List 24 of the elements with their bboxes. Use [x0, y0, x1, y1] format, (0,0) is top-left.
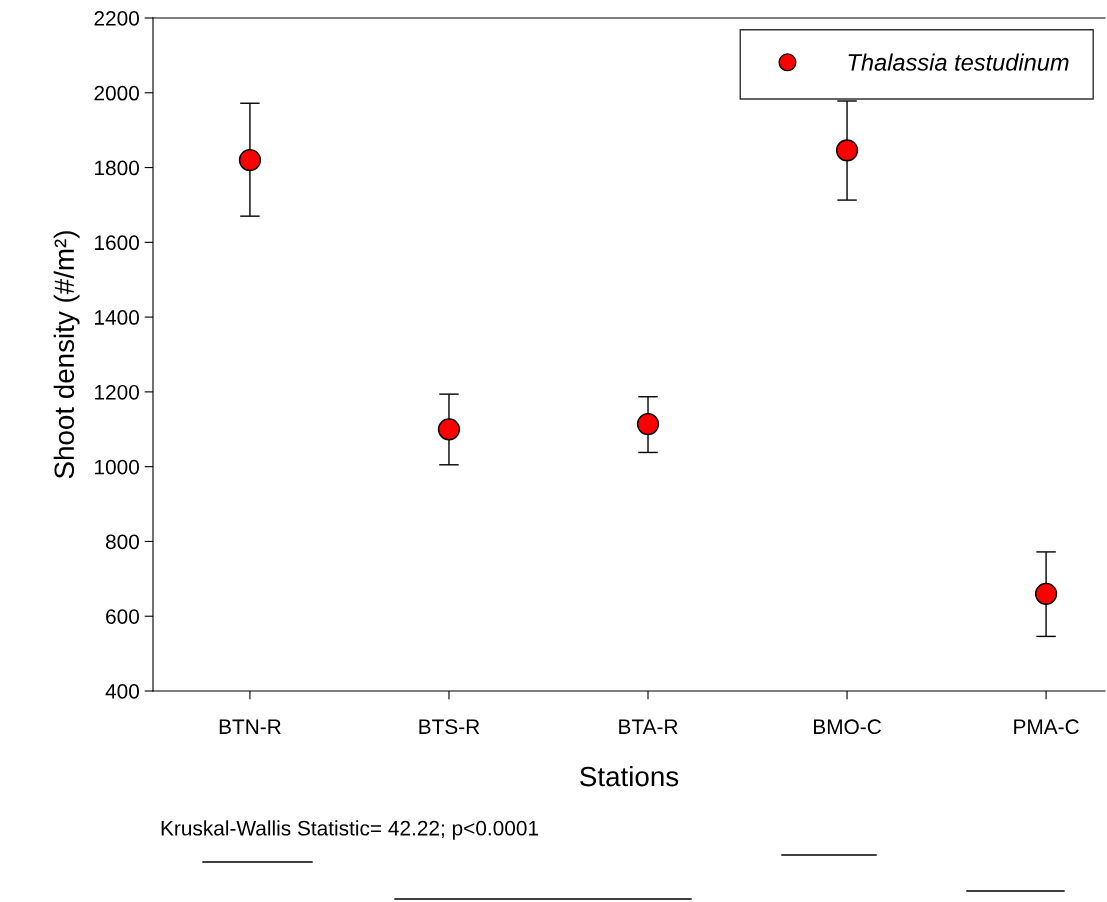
y-axis-title: Shoot density (#/m²)	[53, 231, 80, 479]
point	[437, 418, 461, 441]
y-tick-label: 800	[105, 534, 139, 550]
point	[238, 148, 262, 172]
text: Kruskal-Wallis Statistic= 42.22; p<0.0001	[161, 820, 539, 840]
legend-label: Thalassia testudinum	[848, 53, 1069, 71]
y-tick-label: 1400	[95, 310, 139, 325]
y-tick-label: 1200	[95, 384, 139, 400]
y-tick-label: 1600	[95, 235, 139, 251]
x-axis-title: Stations	[580, 765, 679, 787]
y-tick-label: 1000	[95, 459, 139, 475]
y-tick-label: 400	[105, 684, 139, 699]
point	[1034, 582, 1058, 605]
y-tick-label: 2000	[94, 85, 139, 101]
y-tick-label: 1800	[95, 160, 139, 176]
y-tick-label: 2200	[94, 11, 139, 26]
y-tick-label: 600	[106, 609, 139, 624]
x-tick-label: BTA-R	[619, 719, 678, 734]
x-tick-label: BTN-R	[219, 719, 281, 734]
point	[835, 139, 859, 162]
point	[636, 412, 660, 436]
x-tick-label: BTS-R	[419, 719, 480, 735]
x-tick-label: BMO-C	[814, 719, 881, 735]
x-tick-label: PMA-C	[1014, 719, 1079, 735]
